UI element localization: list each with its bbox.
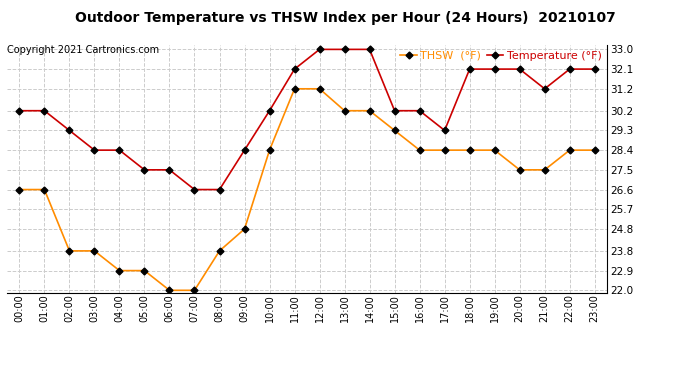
Temperature (°F) xyxy=(240,148,248,152)
Temperature (°F) xyxy=(491,67,499,71)
Temperature (°F) xyxy=(140,168,148,172)
Line: THSW  (°F): THSW (°F) xyxy=(17,86,597,293)
Temperature (°F) xyxy=(340,47,348,52)
THSW  (°F) xyxy=(266,148,274,152)
THSW  (°F) xyxy=(140,268,148,273)
Temperature (°F) xyxy=(515,67,524,71)
THSW  (°F) xyxy=(366,108,374,113)
Temperature (°F) xyxy=(190,187,199,192)
Text: Copyright 2021 Cartronics.com: Copyright 2021 Cartronics.com xyxy=(7,45,159,55)
Temperature (°F) xyxy=(540,87,549,91)
Temperature (°F) xyxy=(466,67,474,71)
THSW  (°F) xyxy=(466,148,474,152)
Temperature (°F) xyxy=(15,108,23,113)
Temperature (°F) xyxy=(66,128,74,133)
THSW  (°F) xyxy=(190,288,199,292)
Temperature (°F) xyxy=(366,47,374,52)
Temperature (°F) xyxy=(266,108,274,113)
Line: Temperature (°F): Temperature (°F) xyxy=(17,47,597,192)
Temperature (°F) xyxy=(315,47,324,52)
THSW  (°F) xyxy=(215,249,224,253)
THSW  (°F) xyxy=(340,108,348,113)
Text: Outdoor Temperature vs THSW Index per Hour (24 Hours)  20210107: Outdoor Temperature vs THSW Index per Ho… xyxy=(75,11,615,25)
Temperature (°F) xyxy=(566,67,574,71)
Temperature (°F) xyxy=(90,148,99,152)
THSW  (°F) xyxy=(240,227,248,231)
THSW  (°F) xyxy=(40,187,48,192)
THSW  (°F) xyxy=(440,148,449,152)
Temperature (°F) xyxy=(215,187,224,192)
THSW  (°F) xyxy=(15,187,23,192)
Temperature (°F) xyxy=(440,128,449,133)
THSW  (°F) xyxy=(90,249,99,253)
THSW  (°F) xyxy=(391,128,399,133)
Temperature (°F) xyxy=(290,67,299,71)
THSW  (°F) xyxy=(290,87,299,91)
Temperature (°F) xyxy=(115,148,124,152)
Temperature (°F) xyxy=(415,108,424,113)
Temperature (°F) xyxy=(40,108,48,113)
Temperature (°F) xyxy=(391,108,399,113)
THSW  (°F) xyxy=(166,288,174,292)
THSW  (°F) xyxy=(66,249,74,253)
THSW  (°F) xyxy=(566,148,574,152)
THSW  (°F) xyxy=(491,148,499,152)
THSW  (°F) xyxy=(315,87,324,91)
THSW  (°F) xyxy=(540,168,549,172)
THSW  (°F) xyxy=(591,148,599,152)
THSW  (°F) xyxy=(515,168,524,172)
Legend: THSW  (°F), Temperature (°F): THSW (°F), Temperature (°F) xyxy=(400,51,602,60)
Temperature (°F) xyxy=(591,67,599,71)
Temperature (°F) xyxy=(166,168,174,172)
THSW  (°F) xyxy=(415,148,424,152)
THSW  (°F) xyxy=(115,268,124,273)
